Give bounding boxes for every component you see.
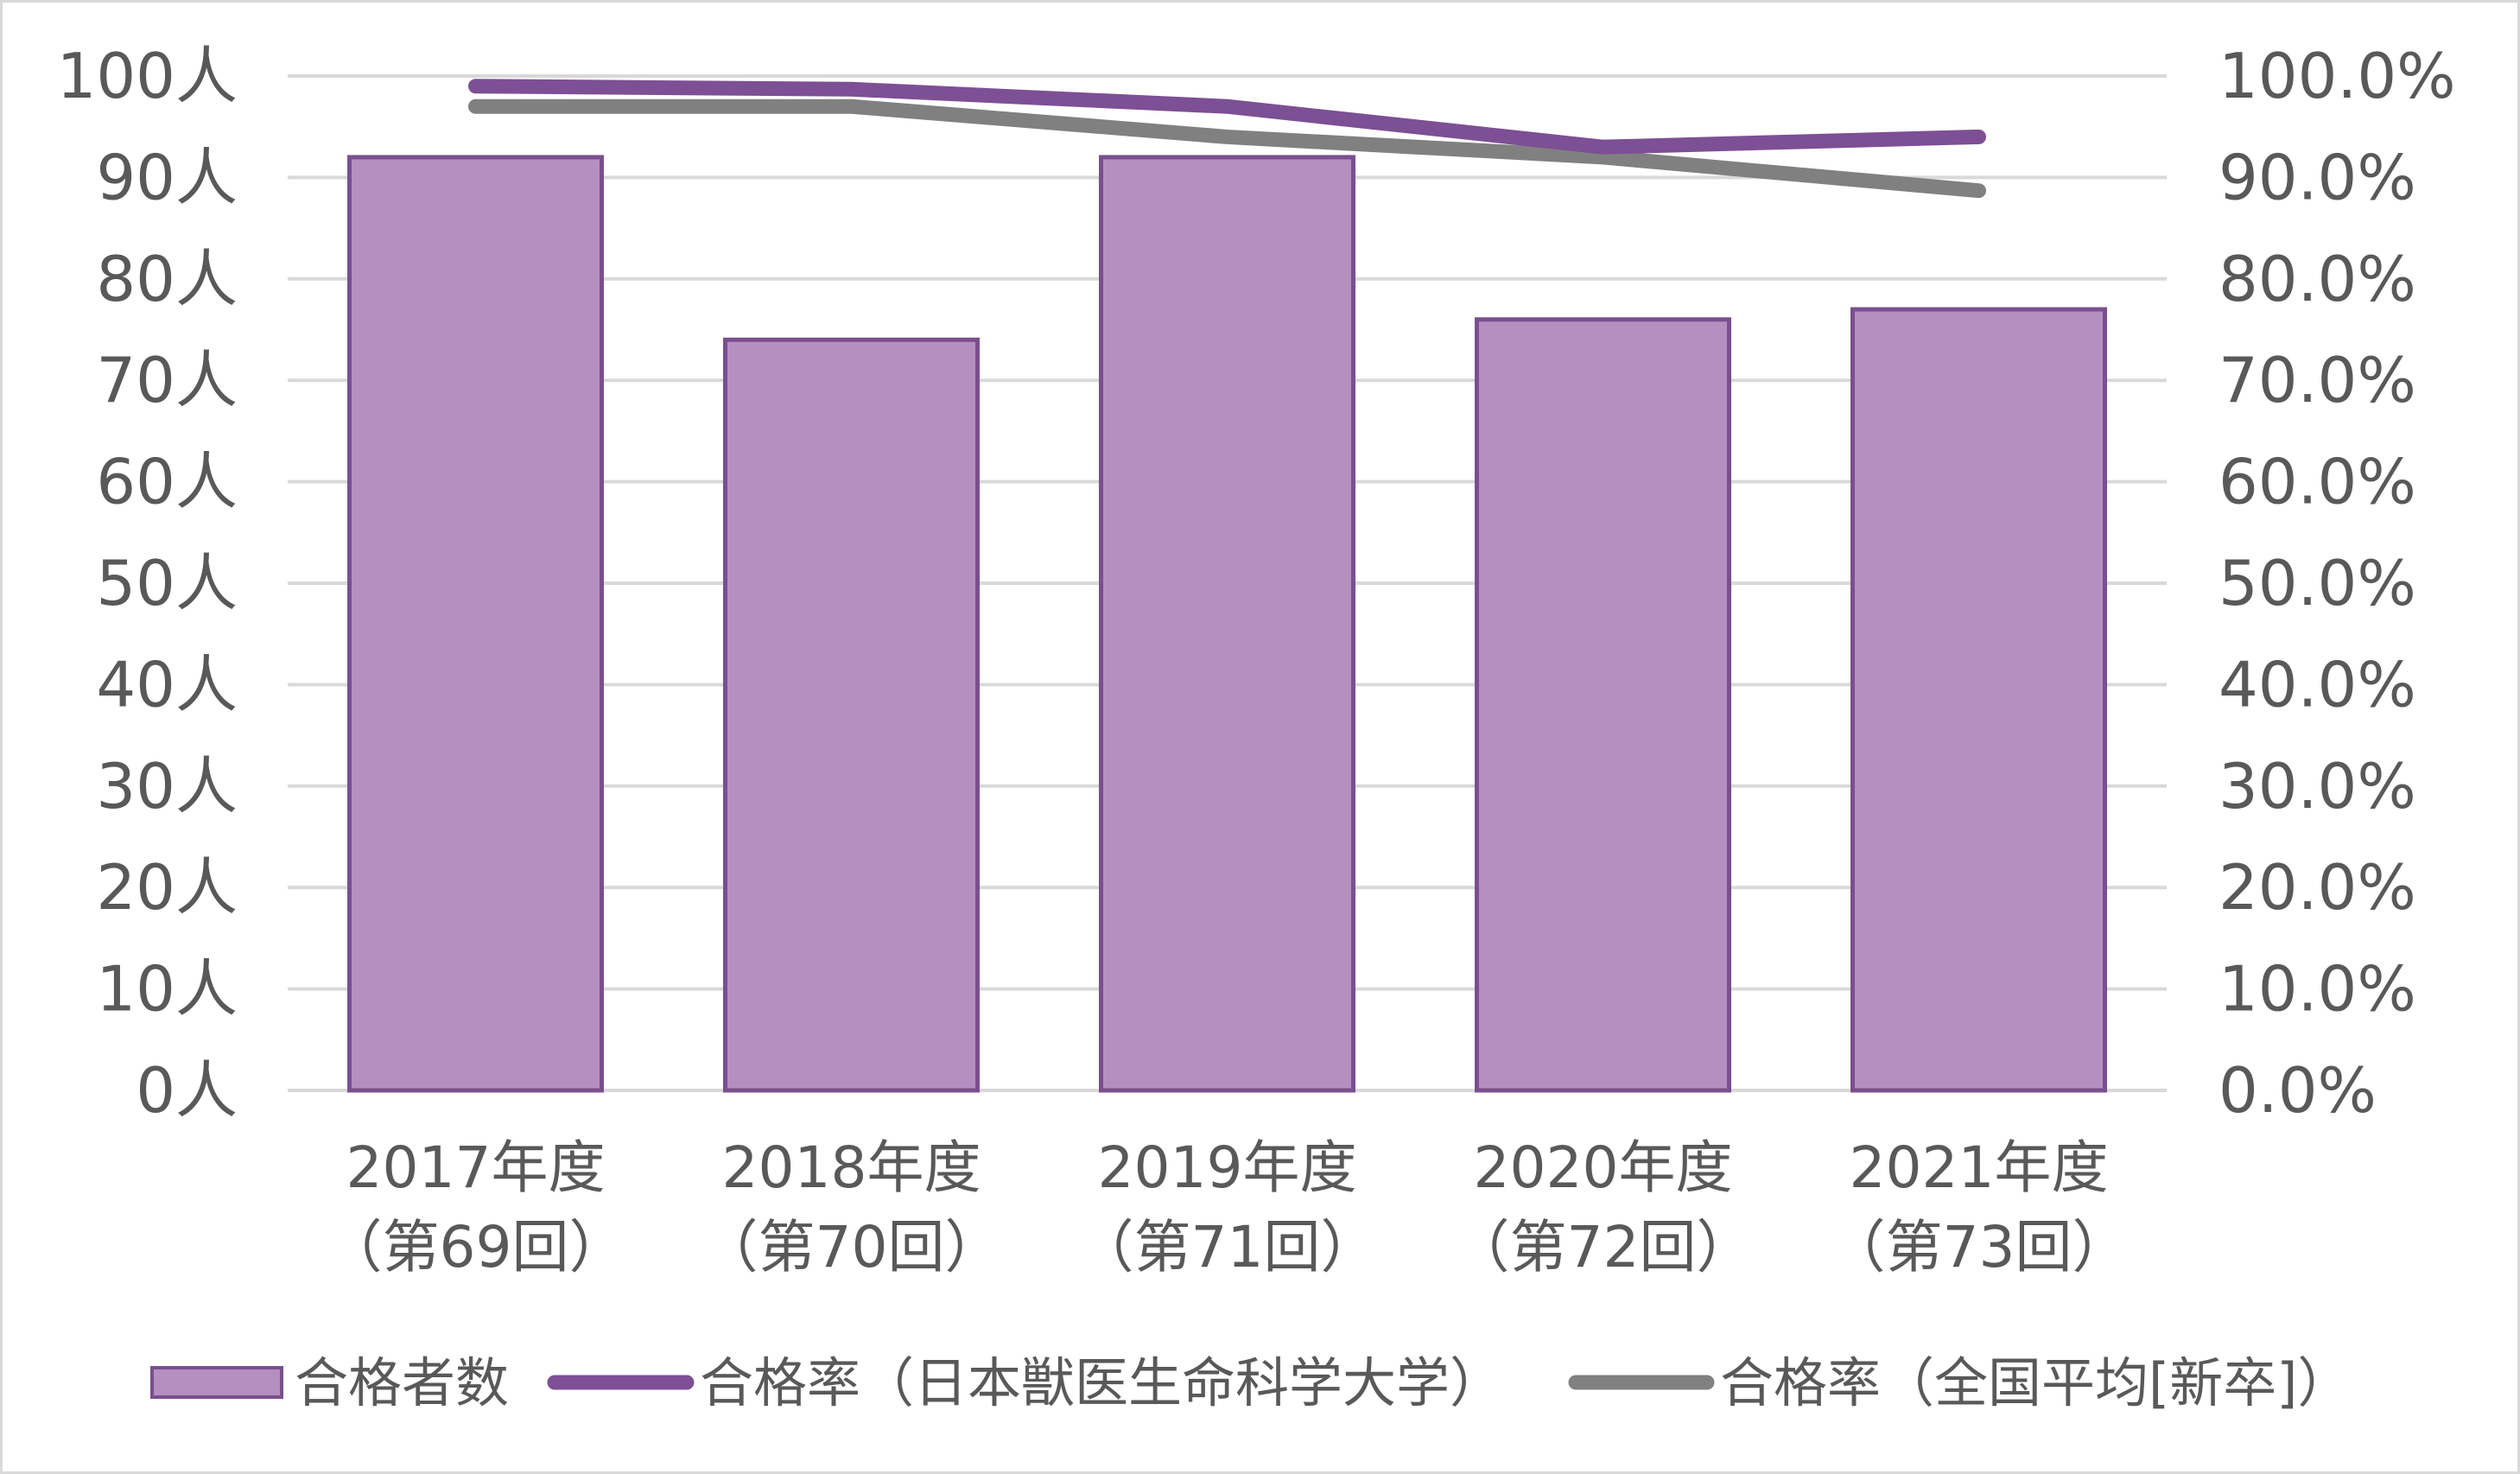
left-axis-ticks: 0人 10人 20人 30人 40人 50人 60人 70人 80人 90人 100人 — [57, 40, 238, 1127]
left-tick-label: 70人 — [96, 344, 238, 416]
legend: 合格者数 合格率（日本獣医生命科学大学） 合格率（全国平均[新卒]） — [150, 1351, 2351, 1414]
bar — [347, 155, 604, 1093]
line-series — [468, 79, 1986, 199]
bar-series — [347, 155, 2107, 1093]
left-tick-label: 60人 — [96, 446, 238, 518]
left-tick-label: 0人 — [136, 1054, 238, 1127]
left-tick-label: 40人 — [96, 648, 238, 721]
left-tick-label: 50人 — [96, 547, 238, 619]
bar — [1099, 155, 1355, 1093]
series-line-school — [468, 79, 1986, 155]
category-sublabel: （第72回） — [1453, 1214, 1754, 1280]
left-tick-label: 20人 — [96, 851, 238, 924]
category-label: 2019年度 — [1098, 1134, 1357, 1201]
legend-label: 合格率（日本獣医生命科学大学） — [700, 1351, 1503, 1414]
left-tick-label: 10人 — [96, 953, 238, 1026]
right-tick-label: 10.0% — [2218, 953, 2416, 1026]
right-tick-label: 20.0% — [2218, 851, 2416, 924]
legend-label: 合格者数 — [295, 1351, 509, 1414]
right-tick-label: 90.0% — [2218, 141, 2416, 213]
left-tick-label: 80人 — [96, 243, 238, 315]
category-sublabel: （第71回） — [1077, 1214, 1378, 1280]
category-sublabel: （第70回） — [701, 1214, 1002, 1280]
legend-swatch-bar — [150, 1366, 283, 1399]
right-tick-label: 60.0% — [2218, 446, 2416, 518]
right-tick-label: 0.0% — [2218, 1054, 2377, 1127]
category-label: 2018年度 — [722, 1134, 981, 1201]
left-tick-label: 90人 — [96, 141, 238, 213]
category-axis-labels: 2017年度 （第69回） 2018年度 （第70回） 2019年度 （第71回） 2020… — [326, 1134, 2130, 1280]
left-tick-label: 100人 — [57, 40, 238, 112]
category-sublabel: （第73回） — [1829, 1214, 2130, 1280]
right-tick-label: 50.0% — [2218, 547, 2416, 619]
legend-label: 合格率（全国平均[新卒]） — [1720, 1351, 2351, 1414]
category-label: 2021年度 — [1850, 1134, 2109, 1201]
left-tick-label: 30人 — [96, 750, 238, 823]
bar — [723, 337, 980, 1093]
right-axis-ticks: 0.0% 10.0% 20.0% 30.0% 40.0% 50.0% 60.0% 70.0% 8… — [2218, 40, 2456, 1127]
category-label: 2017年度 — [346, 1134, 606, 1201]
right-tick-label: 40.0% — [2218, 648, 2416, 721]
right-tick-label: 100.0% — [2218, 40, 2456, 112]
bar — [1850, 307, 2107, 1093]
category-label: 2020年度 — [1474, 1134, 1733, 1201]
series-line-national — [468, 98, 1986, 199]
category-sublabel: （第69回） — [326, 1214, 626, 1280]
right-tick-label: 70.0% — [2218, 344, 2416, 416]
right-tick-label: 30.0% — [2218, 750, 2416, 823]
right-tick-label: 80.0% — [2218, 243, 2416, 315]
bar — [1475, 317, 1731, 1093]
